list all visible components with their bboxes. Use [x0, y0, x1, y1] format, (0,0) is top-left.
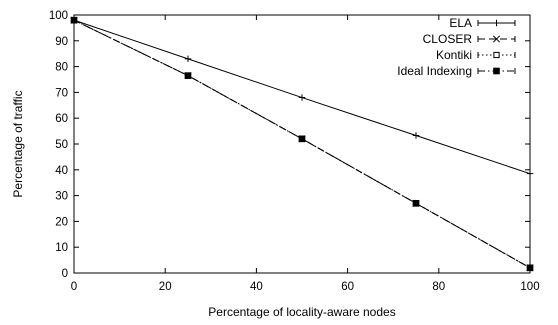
legend-entry: Kontiki [436, 48, 516, 62]
y-tick-label: 20 [55, 216, 68, 228]
y-tick-label: 100 [49, 10, 68, 22]
axis-ticks: 0 20 40 60 80 100 0 10 20 30 40 50 60 70 80 90 100 [49, 10, 540, 293]
x-tick-label: 20 [159, 281, 172, 293]
x-tick-label: 100 [520, 281, 539, 293]
y-tick-label: 50 [55, 139, 68, 151]
series-point [412, 132, 420, 139]
y-tick-label: 40 [55, 165, 68, 177]
series-point [298, 135, 306, 143]
series-point [412, 200, 420, 207]
y-tick-label: 30 [55, 191, 68, 203]
legend-label: ELA [449, 16, 472, 30]
y-tick-label: 60 [55, 113, 68, 125]
legend-label: CLOSER [423, 32, 473, 46]
legend-marker [493, 67, 500, 75]
x-tick-label: 0 [71, 281, 77, 293]
legend: ELA CLOSER Kontiki Ideal Indexing [397, 16, 516, 78]
y-tick-label: 0 [62, 268, 68, 280]
y-axis-label: Percentage of traffic [11, 90, 25, 197]
legend-label: Kontiki [436, 48, 472, 62]
x-tick-label: 40 [250, 281, 263, 293]
y-tick-label: 90 [55, 36, 68, 48]
x-tick-label: 80 [432, 281, 445, 293]
x-tick-label: 60 [341, 281, 354, 293]
legend-marker [493, 19, 500, 27]
legend-entry: Ideal Indexing [397, 64, 516, 78]
legend-entry: ELA [449, 16, 516, 30]
series-4 [70, 16, 534, 272]
series-point [526, 264, 534, 272]
legend-label: Ideal Indexing [397, 64, 472, 78]
series-layer [70, 16, 534, 272]
y-tick-label: 70 [55, 87, 68, 99]
series-point [184, 55, 192, 63]
series-point [70, 16, 78, 24]
series-point [526, 170, 534, 177]
legend-marker [492, 35, 501, 43]
series-point [184, 72, 192, 79]
legend-entry: CLOSER [423, 32, 516, 46]
legend-marker [493, 51, 500, 59]
series-point [298, 94, 306, 101]
y-tick-label: 10 [55, 242, 68, 254]
y-tick-label: 80 [55, 62, 68, 74]
x-axis-label: Percentage of locality-aware nodes [208, 305, 395, 319]
